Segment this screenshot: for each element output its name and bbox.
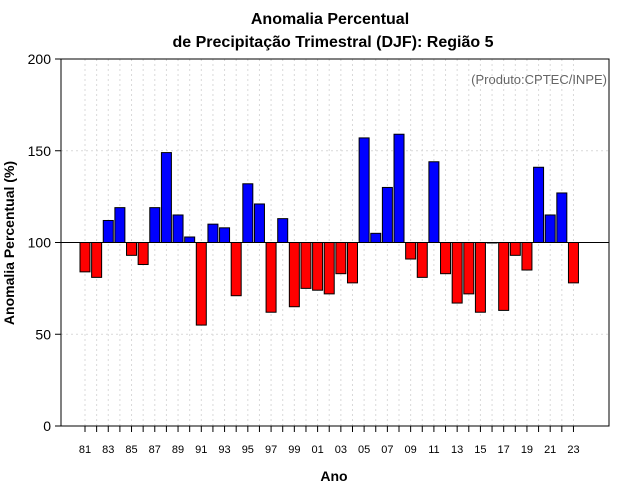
bar-99 <box>288 242 300 308</box>
bar-91 <box>195 242 207 326</box>
bar-17 <box>498 242 510 311</box>
x-tick-label-13: 13 <box>451 444 463 456</box>
bar-11 <box>428 161 440 243</box>
bar-09 <box>405 242 417 260</box>
bar-22 <box>556 192 568 243</box>
bar-86 <box>137 242 149 266</box>
bar-85 <box>126 242 138 256</box>
x-tick-label-83: 83 <box>102 444 114 456</box>
bar-06 <box>370 232 382 243</box>
y-axis: 0 50 100 150 200 <box>28 51 61 434</box>
bar-87 <box>149 207 161 243</box>
bar-15 <box>474 242 486 313</box>
bar-07 <box>381 186 393 243</box>
bar-00 <box>300 242 312 289</box>
bar-12 <box>440 242 452 275</box>
y-axis-label: Anomalia Percentual (%) <box>1 161 17 325</box>
y-tick-label: 100 <box>28 235 52 251</box>
x-tick-label-03: 03 <box>335 444 347 456</box>
x-tick-label-95: 95 <box>242 444 254 456</box>
bar-82 <box>91 242 103 278</box>
x-tick-label-21: 21 <box>544 444 556 456</box>
x-axis: 81 83 85 87 89 91 93 95 97 99 01 03 05 07 09 11 13 15 17 19… <box>79 426 580 456</box>
bar-96 <box>253 203 265 243</box>
x-tick-label-91: 91 <box>195 444 207 456</box>
bar-13 <box>451 242 463 304</box>
x-tick-label-17: 17 <box>498 444 510 456</box>
x-tick-label-87: 87 <box>149 444 161 456</box>
bar-90 <box>184 236 196 243</box>
x-tick-label-99: 99 <box>288 444 300 456</box>
y-tick-label: 200 <box>28 51 52 67</box>
bar-84 <box>114 207 126 243</box>
bar-03 <box>335 242 347 275</box>
bar-08 <box>393 133 405 243</box>
y-tick-label: 150 <box>28 143 52 159</box>
chart-title-line2: de Precipitação Trimestral (DJF): Região… <box>173 34 494 51</box>
bar-94 <box>230 242 242 297</box>
chart-title-line1: Anomalia Percentual <box>251 11 409 28</box>
x-tick-label-07: 07 <box>381 444 393 456</box>
credit-label: (Produto:CPTEC/INPE) <box>471 72 607 87</box>
bar-18 <box>509 242 521 256</box>
x-axis-label: Ano <box>320 468 347 484</box>
bar-92 <box>207 223 219 243</box>
bar-14 <box>463 242 475 295</box>
bars <box>79 133 579 326</box>
bar-97 <box>265 242 277 313</box>
bar-04 <box>346 242 358 284</box>
x-tick-label-85: 85 <box>125 444 137 456</box>
bar-23 <box>567 242 579 284</box>
x-tick-label-97: 97 <box>265 444 277 456</box>
x-tick-label-15: 15 <box>474 444 486 456</box>
x-tick-label-19: 19 <box>521 444 533 456</box>
x-tick-label-81: 81 <box>79 444 91 456</box>
bar-93 <box>219 227 231 244</box>
bar-16 <box>486 242 498 244</box>
bar-19 <box>521 242 533 271</box>
bar-83 <box>102 219 114 243</box>
bar-95 <box>242 183 254 243</box>
bar-05 <box>358 137 370 243</box>
x-tick-label-93: 93 <box>218 444 230 456</box>
y-tick-label: 0 <box>43 418 51 434</box>
bar-81 <box>79 242 91 273</box>
bar-88 <box>160 152 172 244</box>
grid-lines <box>61 58 609 427</box>
x-tick-label-05: 05 <box>358 444 370 456</box>
bar-10 <box>416 242 428 278</box>
x-tick-label-09: 09 <box>405 444 417 456</box>
x-tick-label-11: 11 <box>428 444 439 456</box>
bar-21 <box>544 214 556 244</box>
bar-89 <box>172 214 184 244</box>
bar-98 <box>277 218 289 244</box>
bar-01 <box>312 242 324 291</box>
x-tick-label-01: 01 <box>311 444 323 456</box>
bar-20 <box>533 166 545 243</box>
x-tick-label-23: 23 <box>567 444 579 456</box>
y-tick-label: 50 <box>35 326 51 342</box>
x-tick-label-89: 89 <box>172 444 184 456</box>
bar-02 <box>323 242 335 295</box>
